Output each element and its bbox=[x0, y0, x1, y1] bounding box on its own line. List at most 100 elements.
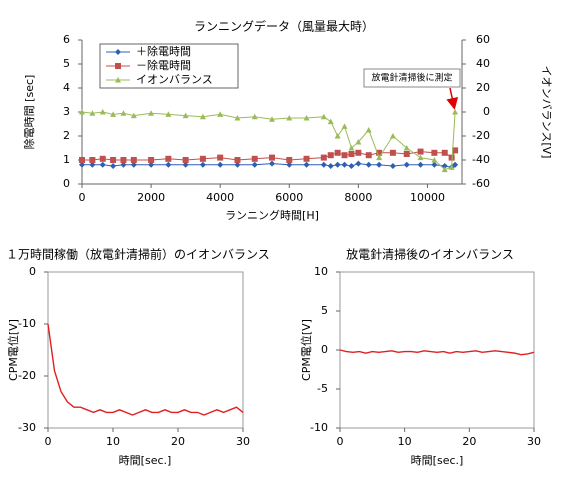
point bbox=[327, 118, 334, 125]
point bbox=[251, 161, 258, 168]
point bbox=[389, 133, 396, 139]
y2-tick-label: 60 bbox=[476, 33, 490, 46]
y2-axis-label: イオンバランス[V] bbox=[540, 66, 553, 159]
y-tick-label: -20 bbox=[18, 369, 36, 382]
point bbox=[376, 161, 383, 168]
y2-tick-label: 20 bbox=[476, 81, 490, 94]
point bbox=[217, 161, 224, 168]
chart-title: 放電針清掃後のイオンバランス bbox=[346, 247, 514, 262]
point bbox=[334, 149, 341, 156]
point bbox=[355, 160, 362, 167]
y-tick-label: 0 bbox=[321, 343, 328, 356]
chart-title: ランニングデータ（風量最大時） bbox=[194, 19, 374, 34]
annotation-box bbox=[363, 68, 461, 88]
point bbox=[217, 154, 224, 161]
point bbox=[130, 112, 137, 119]
series-line bbox=[47, 323, 244, 416]
point bbox=[365, 152, 372, 159]
x-tick-label: 0 bbox=[337, 435, 344, 448]
point bbox=[89, 110, 96, 116]
y-tick-label: -30 bbox=[18, 421, 36, 434]
point bbox=[348, 145, 355, 151]
x-axis-label: ランニング時間[H] bbox=[225, 208, 319, 222]
point bbox=[348, 151, 355, 157]
point bbox=[327, 152, 334, 159]
point bbox=[148, 157, 155, 163]
point bbox=[341, 123, 348, 129]
point bbox=[79, 161, 85, 168]
point bbox=[417, 161, 424, 168]
point bbox=[234, 161, 241, 168]
point bbox=[120, 157, 127, 163]
point bbox=[148, 161, 155, 168]
point bbox=[320, 113, 327, 120]
point bbox=[320, 154, 327, 161]
annotation-arrow bbox=[446, 87, 459, 110]
point bbox=[269, 154, 275, 161]
point bbox=[182, 112, 189, 119]
point bbox=[303, 115, 310, 121]
x-tick-label: 8000 bbox=[344, 191, 372, 204]
point bbox=[110, 163, 117, 169]
x-tick-label: 30 bbox=[236, 435, 250, 448]
annotation: 放電針清掃後に測定 bbox=[371, 72, 452, 84]
y-tick-label: 0 bbox=[63, 177, 70, 190]
x-tick-label: 20 bbox=[462, 435, 476, 448]
y-tick-label: -10 bbox=[18, 317, 36, 330]
point bbox=[99, 161, 106, 168]
point bbox=[182, 161, 189, 168]
point bbox=[303, 161, 310, 168]
point bbox=[89, 161, 96, 168]
x-tick-label: 0 bbox=[79, 191, 86, 204]
y-tick-label: 2 bbox=[63, 129, 70, 142]
point bbox=[417, 148, 424, 155]
y-tick-label: 5 bbox=[63, 57, 70, 70]
x-tick-label: 20 bbox=[171, 435, 185, 448]
point bbox=[403, 151, 410, 157]
point bbox=[448, 164, 455, 170]
legend-label: イオンバランス bbox=[136, 73, 213, 86]
chart-title: １万時間稼働（放電針清掃前）のイオンバランス bbox=[6, 247, 270, 262]
point bbox=[130, 157, 137, 163]
x-tick-label: 4000 bbox=[206, 191, 234, 204]
point bbox=[182, 157, 189, 163]
point bbox=[441, 166, 448, 173]
y-tick-label: 0 bbox=[29, 265, 36, 278]
series-line bbox=[81, 111, 456, 171]
plot-area bbox=[47, 271, 244, 429]
point bbox=[115, 49, 121, 55]
y-tick-label: -5 bbox=[317, 382, 328, 395]
point bbox=[303, 155, 310, 162]
point bbox=[327, 163, 334, 169]
legend-label: ＋除電時間 bbox=[136, 44, 191, 58]
y2-tick-label: -60 bbox=[472, 177, 490, 190]
y-tick-label: -10 bbox=[310, 421, 328, 434]
point bbox=[286, 115, 293, 121]
y-tick-label: 6 bbox=[63, 33, 70, 46]
point bbox=[110, 111, 117, 117]
point bbox=[115, 63, 121, 69]
point bbox=[365, 127, 372, 133]
point bbox=[79, 109, 85, 115]
point bbox=[448, 154, 455, 161]
point bbox=[334, 133, 341, 139]
point bbox=[441, 163, 448, 169]
y-tick-label: 10 bbox=[314, 265, 328, 278]
point bbox=[334, 161, 341, 168]
point bbox=[389, 163, 396, 169]
point bbox=[120, 161, 127, 168]
point bbox=[148, 110, 155, 116]
y-axis-label: CPM電位[V] bbox=[299, 319, 313, 381]
y-axis-label: CPM電位[V] bbox=[6, 319, 20, 381]
point bbox=[286, 161, 293, 168]
point bbox=[234, 157, 241, 163]
point bbox=[376, 149, 383, 156]
y2-tick-label: 40 bbox=[476, 57, 490, 70]
point bbox=[89, 157, 96, 163]
point bbox=[341, 152, 348, 159]
series-line bbox=[82, 150, 456, 161]
x-tick-label: 6000 bbox=[275, 191, 303, 204]
y2-tick-label: 0 bbox=[483, 105, 490, 118]
point bbox=[130, 161, 137, 168]
